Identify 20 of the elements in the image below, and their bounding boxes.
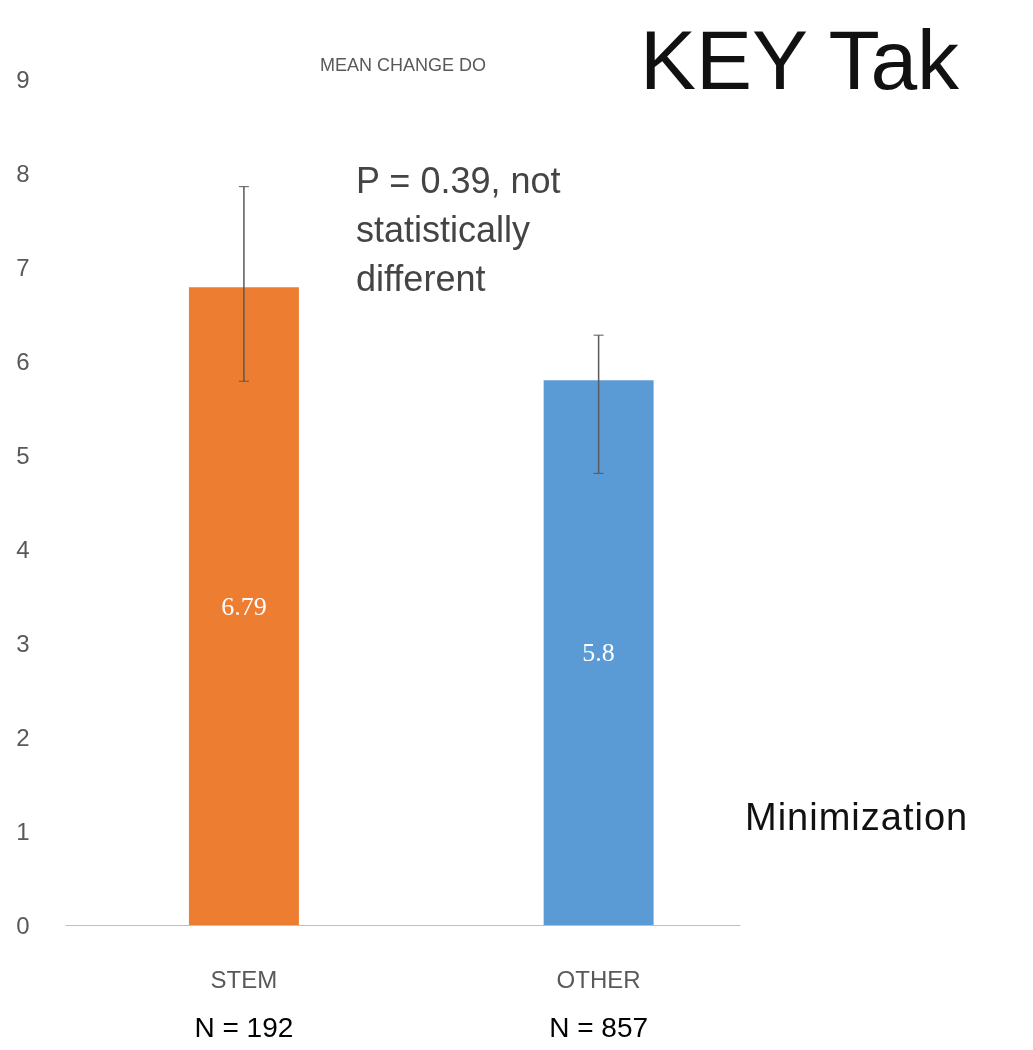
annotation: P = 0.39, not statistically different (356, 160, 561, 300)
x-tick-label: STEM (210, 965, 278, 993)
y-tick-label: 3 (16, 630, 30, 657)
chart-title: MEAN CHANGE DO (319, 54, 487, 75)
annotation: KEY Tak (640, 12, 960, 109)
y-tick-label: 7 (16, 254, 30, 281)
x-tick-label: OTHER (556, 965, 641, 993)
y-tick-label: 9 (16, 66, 30, 93)
data-label: 6.79 (221, 591, 267, 621)
y-tick-label: 4 (16, 536, 30, 563)
y-tick-label: 5 (16, 442, 30, 469)
y-tick-label: 8 (16, 160, 30, 187)
y-tick-label: 2 (16, 724, 30, 751)
y-tick-label: 6 (16, 348, 30, 375)
data-label: 5.8 (582, 638, 615, 668)
text: N = 857 (549, 1011, 649, 1043)
text: Minimization (745, 795, 969, 840)
y-tick-label: 1 (16, 818, 30, 845)
text: N = 192 (194, 1011, 294, 1043)
y-tick-label: 0 (16, 912, 30, 939)
